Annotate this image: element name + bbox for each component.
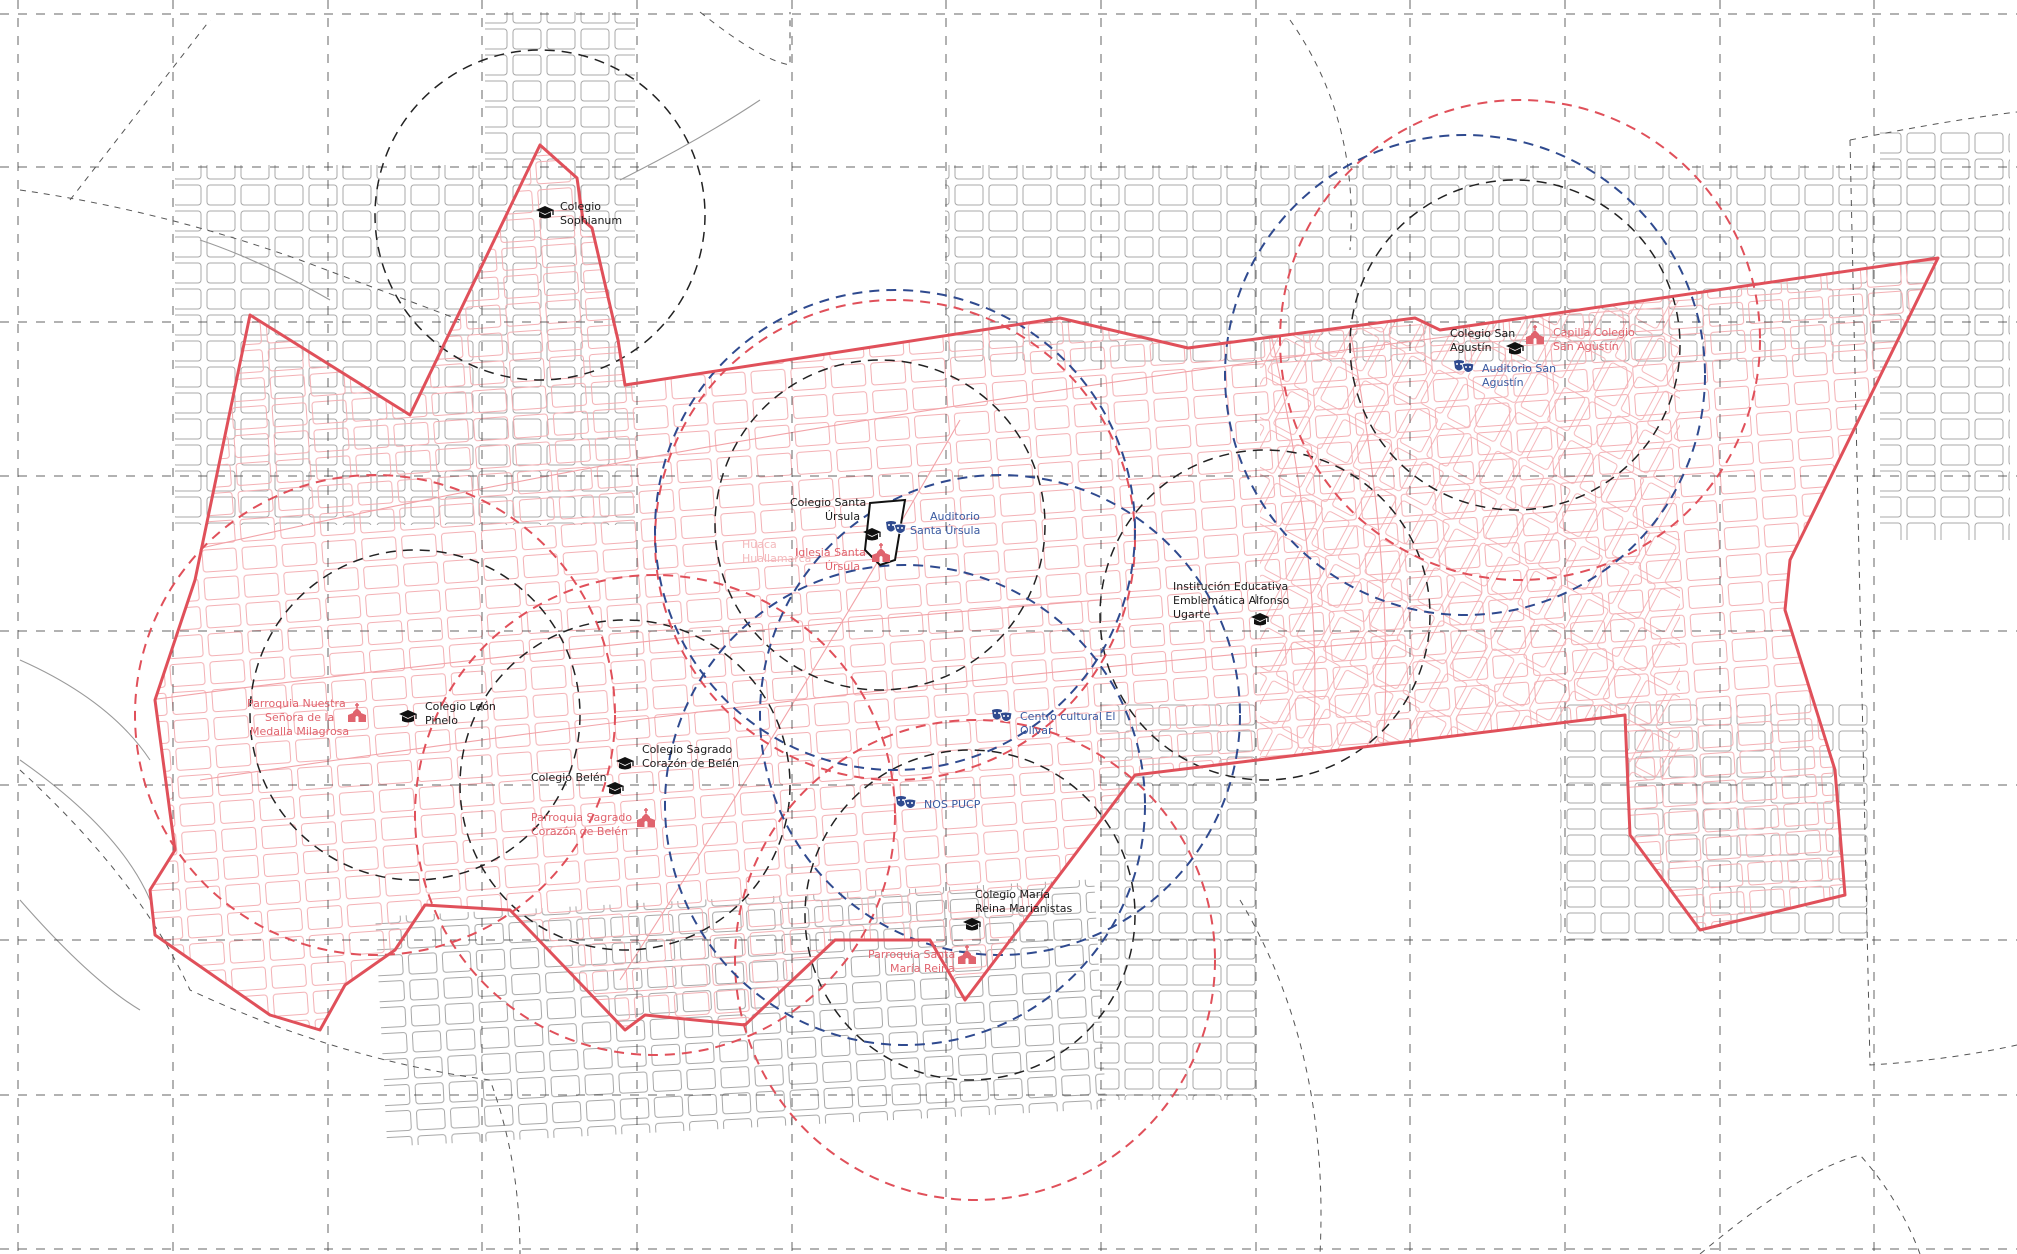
svg-text:Úrsula: Úrsula: [825, 510, 860, 523]
cultural-marker: Auditorio San Agustín: [1453, 359, 1556, 389]
svg-text:Colegio Belén: Colegio Belén: [531, 771, 607, 784]
school-marker: Colegio Sophianum: [535, 200, 622, 227]
church-marker: Capilla Colegio San Agustín: [1525, 325, 1635, 353]
svg-text:Úrsula: Úrsula: [825, 560, 860, 573]
svg-text:Centro cultural El: Centro cultural El: [1020, 710, 1115, 723]
svg-text:Institución Educativa: Institución Educativa: [1173, 580, 1288, 593]
svg-text:Colegio María: Colegio María: [975, 888, 1050, 901]
svg-text:Medalla Milagrosa: Medalla Milagrosa: [250, 725, 349, 738]
school-marker: Colegio San Agustín: [1450, 327, 1525, 356]
svg-text:Pinelo: Pinelo: [425, 714, 458, 727]
school-marker: Institución Educativa Emblemática Alfons…: [1173, 580, 1289, 627]
terrain-contours: [19, 11, 2017, 1254]
cultural-marker: Auditorio Santa Úrsula: [885, 510, 980, 537]
church-marker: Parroquia Nuestra Señora de la Medalla M…: [247, 697, 367, 738]
schools-layer: Colegio Sophianum Colegio Santa Úrsula C…: [398, 200, 1525, 932]
school-marker: Colegio León Pinelo: [398, 700, 496, 727]
school-marker: Colegio Sagrado Corazón de Belén: [615, 743, 739, 771]
svg-text:Auditorio: Auditorio: [930, 510, 980, 523]
svg-text:Parroquia Santa: Parroquia Santa: [868, 948, 955, 961]
svg-text:Huaca: Huaca: [742, 538, 777, 551]
huaca-outline: [863, 498, 907, 567]
svg-text:Colegio: Colegio: [560, 200, 601, 213]
heritage-site-label: Huaca Huallamarca: [742, 538, 811, 565]
svg-text:Corazón de Belén: Corazón de Belén: [531, 825, 628, 838]
svg-text:Huallamarca: Huallamarca: [742, 552, 811, 565]
svg-text:Santa Úrsula: Santa Úrsula: [910, 524, 980, 537]
svg-text:Agustín: Agustín: [1450, 341, 1492, 354]
school-marker: Colegio María Reina Marianistas: [962, 888, 1073, 932]
svg-text:Colegio San: Colegio San: [1450, 327, 1515, 340]
svg-text:Auditorio San: Auditorio San: [1482, 362, 1556, 375]
cultural-layer: Auditorio Santa Úrsula Auditorio San Agu…: [885, 359, 1556, 811]
svg-text:Parroquia Sagrado: Parroquia Sagrado: [531, 811, 632, 824]
church-marker: Parroquia Sagrado Corazón de Belén: [531, 808, 656, 838]
svg-text:Olivar: Olivar: [1020, 724, 1053, 737]
svg-text:Agustín: Agustín: [1482, 376, 1524, 389]
svg-text:Ugarte: Ugarte: [1173, 608, 1211, 621]
svg-text:Señora de la: Señora de la: [265, 711, 334, 724]
school-marker: Colegio Santa Úrsula: [790, 496, 882, 542]
svg-text:Reina Marianistas: Reina Marianistas: [975, 902, 1073, 915]
svg-text:Iglesia Santa: Iglesia Santa: [795, 546, 866, 559]
district-boundary: [148, 143, 1940, 1032]
svg-text:Colegio León: Colegio León: [425, 700, 496, 713]
church-marker: Parroquia Santa María Reina: [868, 945, 977, 975]
church-marker: Iglesia Santa Úrsula: [795, 543, 891, 573]
svg-text:María Reina: María Reina: [890, 962, 955, 975]
svg-text:Emblemática Alfonso: Emblemática Alfonso: [1173, 594, 1289, 607]
svg-text:Colegio Santa: Colegio Santa: [790, 496, 866, 509]
svg-text:Sophianum: Sophianum: [560, 214, 622, 227]
svg-text:Capilla Colegio: Capilla Colegio: [1553, 326, 1635, 339]
cultural-marker: Centro cultural El Olivar: [991, 708, 1115, 737]
svg-text:Corazón de Belén: Corazón de Belén: [642, 757, 739, 770]
school-marker: Colegio Belén: [531, 771, 625, 796]
svg-text:Colegio Sagrado: Colegio Sagrado: [642, 743, 732, 756]
svg-text:NOS PUCP: NOS PUCP: [924, 798, 981, 811]
cultural-marker: NOS PUCP: [895, 795, 981, 811]
churches-layer: Capilla Colegio San Agustín Iglesia Sant…: [247, 325, 1635, 975]
svg-text:San Agustín: San Agustín: [1553, 340, 1619, 353]
svg-text:Parroquia Nuestra: Parroquia Nuestra: [247, 697, 346, 710]
